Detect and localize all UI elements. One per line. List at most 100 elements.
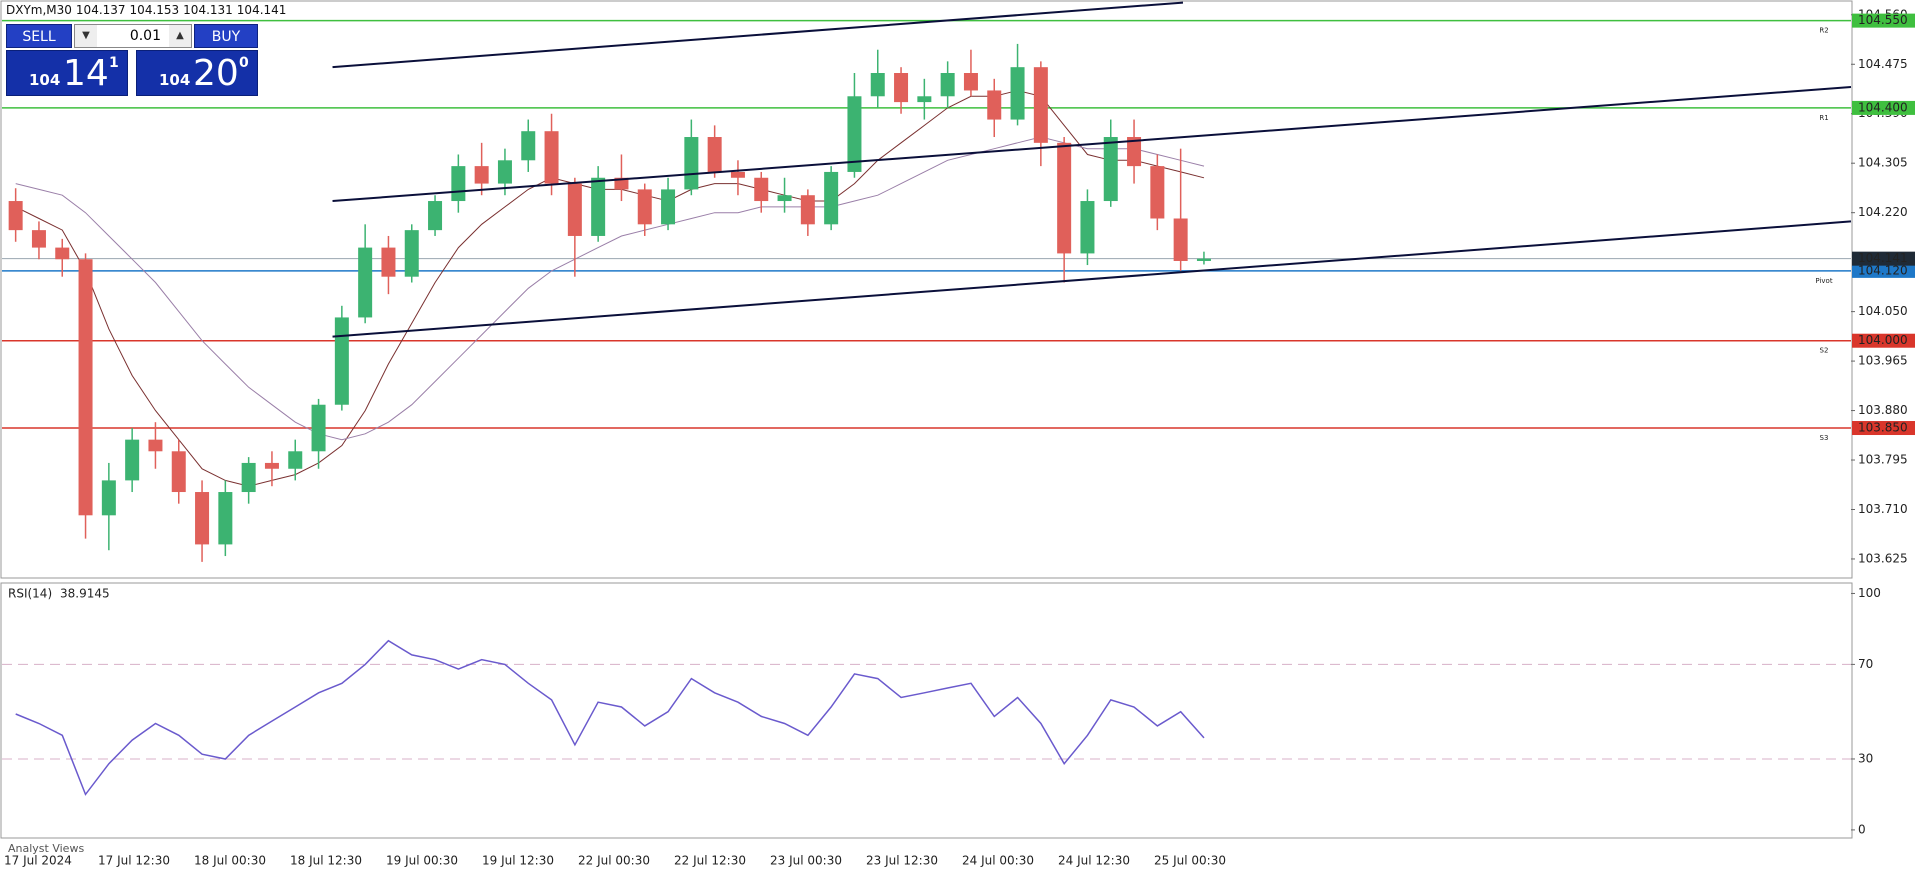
rsi-tick-label: 30 [1858, 751, 1873, 765]
candle-body [707, 137, 722, 172]
candle-body [334, 317, 349, 405]
level-name: R2 [1819, 27, 1828, 35]
symbol-header: DXYm,M30 104.137 104.153 104.131 104.141 [6, 3, 290, 17]
candle-body [1010, 67, 1025, 120]
rsi-tick-label: 70 [1858, 657, 1873, 671]
level-tag-label: 103.850 [1858, 421, 1908, 435]
ask-main: 20 [193, 53, 239, 94]
level-name: Pivot [1815, 277, 1832, 285]
rsi-frame [0, 582, 1853, 839]
candle-body [358, 247, 373, 318]
candle-body [824, 171, 839, 225]
candle-body [428, 201, 443, 231]
candle-body [1057, 142, 1072, 254]
candle-body [381, 247, 396, 277]
candle-body [1150, 166, 1165, 219]
y-tick-label: 104.305 [1858, 156, 1908, 170]
y-tick-label: 103.795 [1858, 453, 1908, 467]
bid-big: 104 [29, 71, 61, 89]
candle-body [195, 492, 210, 545]
x-tick-label: 19 Jul 00:30 [386, 854, 458, 868]
candle-body [684, 137, 699, 190]
candle-body [987, 90, 1002, 120]
x-tick-label: 23 Jul 12:30 [866, 854, 938, 868]
candle-body [55, 247, 70, 260]
candle-body [917, 96, 932, 103]
candle-body [870, 73, 885, 97]
rsi-line [15, 639, 1205, 796]
high: 104.153 [129, 3, 180, 17]
level-tag [1852, 333, 1915, 348]
lot-up[interactable]: ▲ [169, 25, 191, 47]
candle-body [730, 171, 745, 178]
candle-body [148, 439, 163, 452]
candle-body [218, 492, 233, 545]
candle-body [101, 480, 116, 516]
x-tick-label: 25 Jul 00:30 [1154, 854, 1226, 868]
y-tick-label: 103.710 [1858, 502, 1908, 516]
open: 104.137 [75, 3, 126, 17]
candle-body [31, 230, 46, 248]
main-frame [0, 0, 1853, 579]
candle-body [847, 96, 862, 172]
candle-body [78, 259, 93, 516]
candle-body [1033, 67, 1048, 143]
y-tick-label: 103.965 [1858, 354, 1908, 368]
trendline [332, 85, 1852, 203]
x-tick-label: 24 Jul 12:30 [1058, 854, 1130, 868]
price-tag [1852, 251, 1915, 266]
ask-price[interactable]: 104 20 0 [136, 50, 258, 96]
candle-body [241, 462, 256, 493]
candle-body [614, 177, 629, 190]
candle-body [661, 189, 676, 225]
ask-big: 104 [159, 71, 191, 89]
low: 104.131 [183, 3, 233, 17]
candle-body [451, 166, 466, 202]
candle-body [521, 131, 536, 161]
candle-body [544, 131, 559, 184]
y-tick-label: 104.475 [1858, 57, 1908, 71]
candle-body [777, 195, 792, 202]
level-tag [1852, 13, 1915, 28]
rsi-tick-label: 100 [1858, 586, 1881, 600]
level-tag [1852, 100, 1915, 115]
bid-price[interactable]: 104 14 1 [6, 50, 128, 96]
rsi-tick-label: 0 [1858, 822, 1866, 836]
level-tag-label: 104.550 [1858, 13, 1908, 27]
candle-body [8, 201, 23, 231]
x-tick-label: 17 Jul 2024 [4, 854, 72, 868]
lot-input[interactable]: ▼ 0.01 ▲ [74, 24, 192, 48]
level-tag [1852, 263, 1915, 278]
x-tick-label: 22 Jul 12:30 [674, 854, 746, 868]
ask-sup: 0 [239, 55, 249, 71]
symbol: DXYm,M30 [6, 3, 72, 17]
rsi-value: 38.9145 [60, 587, 110, 601]
x-tick-label: 22 Jul 00:30 [578, 854, 650, 868]
x-tick-label: 23 Jul 00:30 [770, 854, 842, 868]
analyst-views-tab[interactable]: Analyst Views [8, 842, 85, 855]
lot-value: 0.01 [129, 28, 161, 44]
moving-average [15, 136, 1205, 441]
sell-button[interactable]: SELL [6, 24, 72, 48]
buy-button[interactable]: BUY [194, 24, 258, 48]
candle-body [1103, 137, 1118, 202]
lot-down[interactable]: ▼ [75, 25, 97, 47]
bid-sup: 1 [109, 55, 119, 71]
candle-body [264, 462, 279, 469]
x-tick-label: 18 Jul 00:30 [194, 854, 266, 868]
price-tag-label: 104.141 [1858, 251, 1908, 265]
level-tag-label: 104.120 [1858, 263, 1908, 277]
trade-panel: SELL ▼ 0.01 ▲ BUY 104 14 1 104 20 0 [6, 24, 258, 96]
y-tick-label: 103.625 [1858, 551, 1908, 565]
candle-body [1196, 258, 1211, 261]
candle-body [404, 230, 419, 277]
candle-body [497, 160, 512, 184]
x-tick-label: 24 Jul 00:30 [962, 854, 1034, 868]
close: 104.141 [236, 3, 287, 17]
candle-body [940, 73, 955, 97]
level-tag-label: 104.000 [1858, 333, 1908, 347]
candle-body [1127, 137, 1142, 167]
candle-body [1173, 218, 1188, 261]
